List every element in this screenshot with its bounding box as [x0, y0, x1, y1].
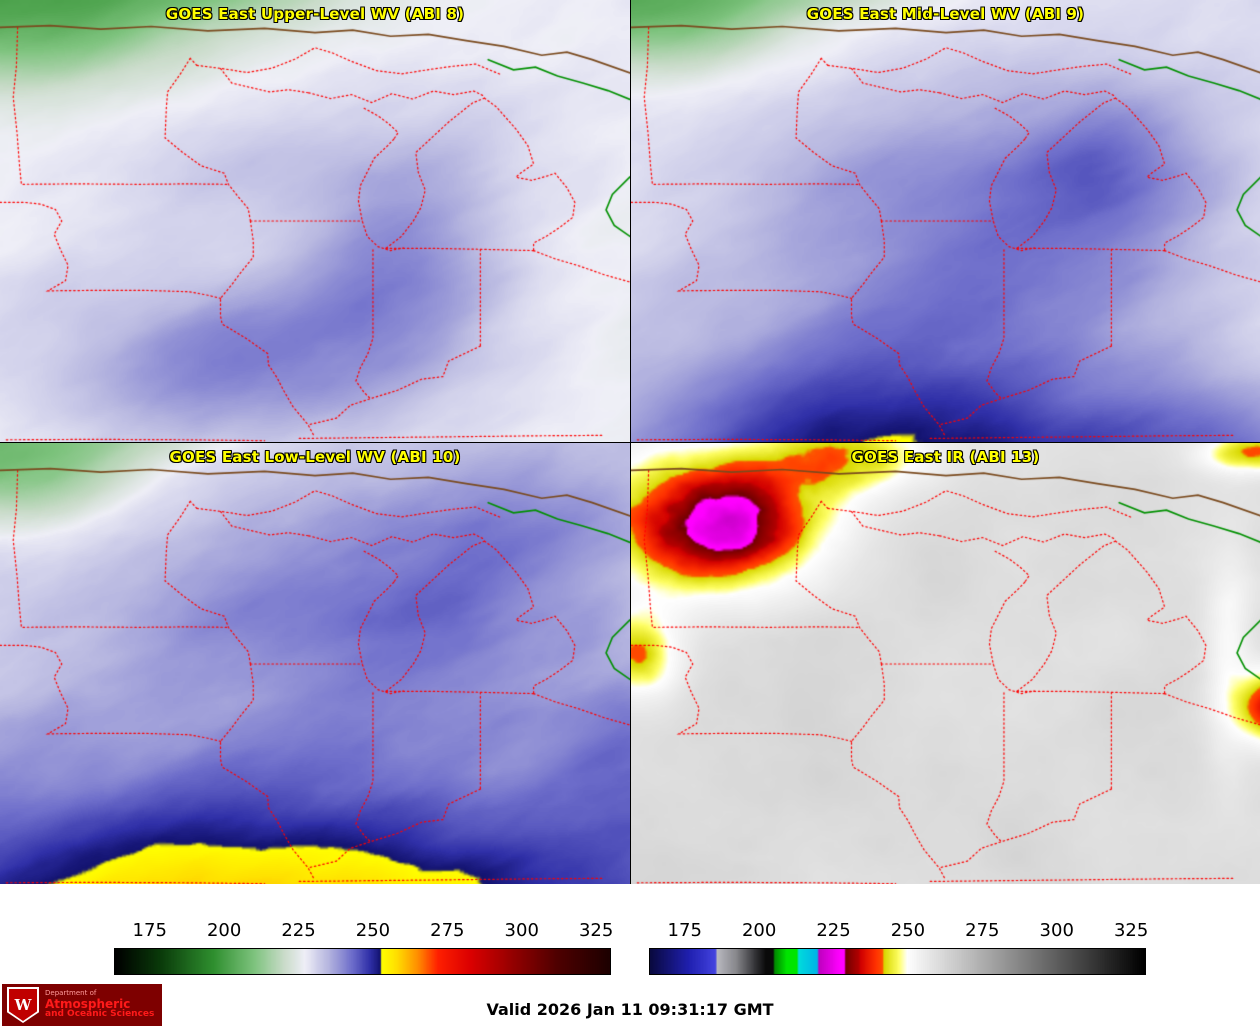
satellite-image-abi8: [0, 0, 630, 442]
panel-title-abi9: GOES East Mid-Level WV (ABI 9): [806, 5, 1085, 23]
logo-text: Department of Atmospheric and Oceanic Sc…: [45, 989, 155, 1020]
logo-line2: and Oceanic Sciences: [45, 1009, 155, 1020]
tick-label: 175: [132, 920, 167, 941]
logo-line1: Atmospheric: [45, 996, 131, 1011]
tick-label: 275: [965, 920, 1000, 941]
wv-colorbar: 175 200 225 250 275 300 325: [114, 920, 613, 977]
footer-bar: 175 200 225 250 275 300 325 175 200 225 …: [0, 884, 1260, 1027]
logo-dept-line: Department of: [45, 989, 97, 998]
tick-label: 225: [281, 920, 316, 941]
tick-label: 250: [890, 920, 926, 941]
tick-label: 300: [1039, 920, 1074, 941]
uw-crest-icon: W: [7, 987, 39, 1023]
wv-colorbar-ticks: 175 200 225 250 275 300 325: [114, 920, 614, 944]
panel-title-abi13: GOES East IR (ABI 13): [851, 448, 1040, 466]
satellite-image-abi10: [0, 443, 630, 884]
tick-label: 225: [816, 920, 851, 941]
panel-title-abi8: GOES East Upper-Level WV (ABI 8): [165, 5, 465, 23]
tick-label: 175: [667, 920, 702, 941]
panel-title-abi10: GOES East Low-Level WV (ABI 10): [169, 448, 461, 466]
satellite-image-abi13: [631, 443, 1260, 884]
tick-label: 325: [578, 920, 614, 941]
ir-colorbar-ticks: 175 200 225 250 275 300 325: [649, 920, 1149, 944]
ir-colorbar-gradient: [649, 948, 1146, 975]
wv-colorbar-gradient: [114, 948, 611, 975]
satellite-image-abi9: [631, 0, 1260, 442]
panel-low-level-wv: GOES East Low-Level WV (ABI 10): [0, 442, 630, 884]
panel-ir: GOES East IR (ABI 13): [630, 442, 1260, 884]
uw-aos-logo: W Department of Atmospheric and Oceanic …: [2, 984, 162, 1026]
tick-label: 300: [504, 920, 539, 941]
panel-upper-level-wv: GOES East Upper-Level WV (ABI 8): [0, 0, 630, 442]
ir-colorbar: 175 200 225 250 275 300 325: [649, 920, 1148, 977]
tick-label: 250: [355, 920, 391, 941]
valid-time-label: Valid 2026 Jan 11 09:31:17 GMT: [486, 1000, 774, 1019]
tick-label: 325: [1113, 920, 1149, 941]
panel-grid: GOES East Upper-Level WV (ABI 8) GOES Ea…: [0, 0, 1260, 884]
panel-mid-level-wv: GOES East Mid-Level WV (ABI 9): [630, 0, 1260, 442]
tick-label: 200: [741, 920, 777, 941]
tick-label: 200: [206, 920, 242, 941]
tick-label: 275: [430, 920, 465, 941]
